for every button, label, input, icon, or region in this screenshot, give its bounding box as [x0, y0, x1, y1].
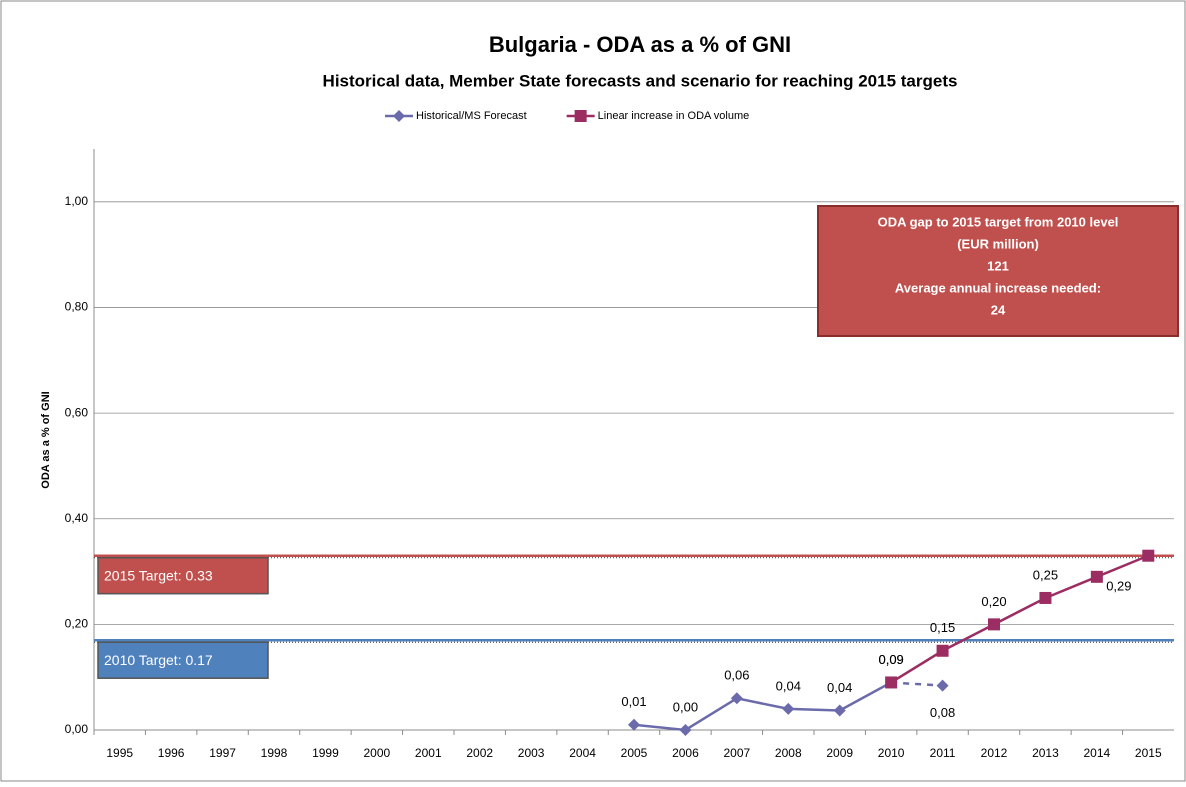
data-label: 0,29 [1106, 578, 1131, 593]
annotation-box [817, 205, 1179, 337]
x-tick-label: 2006 [672, 746, 699, 760]
data-label: 0,00 [673, 699, 698, 714]
data-label: 0,20 [981, 594, 1006, 609]
x-tick-label: 2014 [1084, 746, 1111, 760]
marker [1090, 570, 1103, 583]
x-tick-label: 1996 [158, 746, 185, 760]
x-tick-label: 2000 [364, 746, 391, 760]
x-tick-label: 2015 [1135, 746, 1162, 760]
data-label: 0,04 [776, 678, 801, 693]
chart-title: Bulgaria - ODA as a % of GNI [489, 32, 791, 57]
x-tick-label: 1997 [209, 746, 236, 760]
x-tick-label: 2005 [621, 746, 648, 760]
x-tick-label: 2008 [775, 746, 802, 760]
data-label: 0,15 [930, 620, 955, 635]
marker [936, 644, 949, 657]
x-tick-label: 2009 [826, 746, 853, 760]
marker [574, 110, 587, 122]
marker [833, 704, 846, 717]
y-tick-label: 0,80 [65, 300, 89, 314]
series-line [890, 554, 1149, 684]
x-tick-label: 2013 [1032, 746, 1059, 760]
x-tick-label: 1998 [261, 746, 288, 760]
y-tick-label: 0,20 [65, 617, 89, 631]
x-tick-label: 1995 [106, 746, 133, 760]
legend-label: Historical/MS Forecast [416, 110, 527, 122]
marker [988, 618, 1000, 631]
x-tick-label: 2011 [930, 746, 956, 760]
y-tick-label: 0,60 [65, 405, 89, 419]
annotation-text: 24 [991, 302, 1006, 317]
annotation-text: ODA gap to 2015 target from 2010 level [878, 214, 1119, 229]
marker [885, 676, 898, 689]
marker [679, 724, 692, 736]
series-line [633, 681, 892, 732]
marker [393, 110, 405, 122]
annotation-text: 121 [987, 258, 1009, 273]
annotation-text: Average annual increase needed: [895, 280, 1101, 295]
marker [628, 718, 640, 731]
annotation-text: (EUR million) [957, 236, 1039, 251]
x-tick-label: 2012 [981, 746, 1008, 760]
data-label: 0,08 [930, 705, 955, 720]
target-label-box [97, 641, 269, 679]
data-label: 0,06 [724, 668, 749, 683]
data-label: 0,01 [621, 694, 646, 709]
y-tick-label: 0,00 [65, 722, 89, 736]
data-label: 0,09 [878, 652, 903, 667]
x-tick-label: 2001 [415, 746, 442, 760]
data-label: 0,09 [878, 652, 903, 667]
x-tick-label: 2002 [466, 746, 493, 760]
legend-label: Linear increase in ODA volume [598, 110, 750, 122]
marker [730, 692, 743, 705]
y-tick-label: 0,40 [65, 511, 89, 525]
x-tick-label: 2007 [724, 746, 751, 760]
target-label: 2015 Target: 0.33 [104, 567, 213, 583]
x-tick-label: 2004 [569, 746, 596, 760]
x-tick-label: 2010 [878, 746, 905, 760]
target-label-box [97, 556, 269, 595]
marker [936, 679, 949, 692]
chart-subtitle: Historical data, Member State forecasts … [323, 71, 958, 90]
data-label: 0,04 [827, 680, 852, 695]
marker [1039, 591, 1052, 604]
data-label: 0,25 [1033, 567, 1058, 582]
y-axis-label: ODA as a % of GNI [40, 391, 52, 488]
y-tick-label: 1,00 [65, 194, 89, 208]
marker [782, 702, 795, 715]
series-line-dashed [891, 681, 943, 687]
target-label: 2010 Target: 0.17 [104, 652, 213, 668]
x-tick-label: 1999 [312, 746, 339, 760]
x-tick-label: 2003 [518, 746, 545, 760]
marker [1142, 549, 1155, 562]
